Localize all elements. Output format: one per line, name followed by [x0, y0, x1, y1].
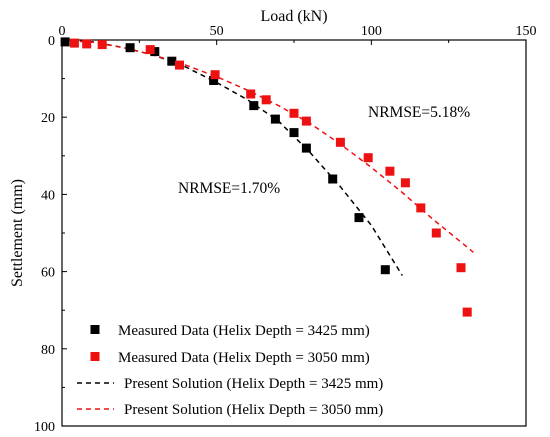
- legend-marker-measured-3425: [90, 325, 100, 334]
- data-point-series-1: [400, 178, 410, 188]
- data-point-series-0: [380, 265, 390, 275]
- data-point-series-0: [150, 47, 160, 57]
- data-point-series-1: [416, 203, 426, 213]
- legend-marker-measured-3050: [90, 352, 100, 361]
- y-tick-label: 60: [41, 266, 55, 281]
- data-point-series-0: [354, 213, 364, 223]
- axis-ticks: [61, 39, 527, 427]
- x-tick-label: 50: [210, 24, 224, 39]
- legend-label-solution-3050: Present Solution (Helix Depth = 3050 mm): [124, 402, 383, 418]
- series-layer: [60, 37, 474, 317]
- data-point-series-1: [97, 40, 107, 50]
- data-point-series-0: [270, 114, 280, 124]
- data-point-series-0: [301, 143, 311, 153]
- legend-label-measured-3050: Measured Data (Helix Depth = 3050 mm): [118, 350, 370, 366]
- plot-area-frame: [61, 39, 527, 427]
- data-point-series-1: [246, 89, 256, 99]
- data-point-series-1: [82, 39, 92, 49]
- x-tick-label: 150: [516, 24, 537, 39]
- legend-label-measured-3425: Measured Data (Helix Depth = 3425 mm): [118, 323, 370, 339]
- data-point-series-1: [175, 60, 184, 70]
- data-point-series-0: [167, 56, 177, 66]
- data-point-series-0: [289, 128, 299, 138]
- data-point-series-1: [363, 153, 373, 163]
- x-axis-label: Load (kN): [260, 8, 327, 25]
- data-point-series-1: [335, 137, 345, 147]
- legend-label-solution-3425: Present Solution (Helix Depth = 3425 mm): [124, 376, 383, 392]
- data-point-series-1: [462, 307, 472, 317]
- data-point-series-1: [456, 263, 466, 273]
- tick-labels: 0 50 100 150 0 20 40 60 80 100: [34, 24, 537, 435]
- annotation-nrmse-3425: NRMSE=1.70%: [178, 180, 280, 197]
- data-point-series-1: [261, 95, 271, 105]
- x-tick-label: 100: [361, 24, 382, 39]
- data-point-series-0: [125, 43, 135, 53]
- data-point-series-1: [431, 228, 441, 238]
- y-tick-label: 0: [48, 34, 55, 49]
- data-point-series-1: [145, 45, 155, 55]
- data-point-series-0: [209, 76, 219, 85]
- x-tick-label: 0: [59, 24, 66, 39]
- y-tick-label: 100: [34, 420, 55, 435]
- data-point-series-0: [60, 37, 70, 47]
- data-point-series-1: [385, 166, 395, 176]
- legend: Measured Data (Helix Depth = 3425 mm) Me…: [77, 323, 383, 418]
- data-point-series-0: [328, 174, 338, 184]
- y-tick-label: 80: [41, 343, 55, 358]
- data-point-series-1: [301, 116, 311, 126]
- data-point-series-1: [289, 108, 299, 118]
- data-point-series-0: [249, 101, 259, 111]
- annotation-nrmse-3050: NRMSE=5.18%: [368, 104, 470, 121]
- y-axis-label: Settlement (mm): [9, 179, 26, 287]
- data-point-series-1: [210, 70, 220, 80]
- data-point-series-1: [69, 38, 79, 48]
- y-tick-label: 40: [41, 188, 55, 203]
- y-tick-label: 20: [41, 111, 55, 126]
